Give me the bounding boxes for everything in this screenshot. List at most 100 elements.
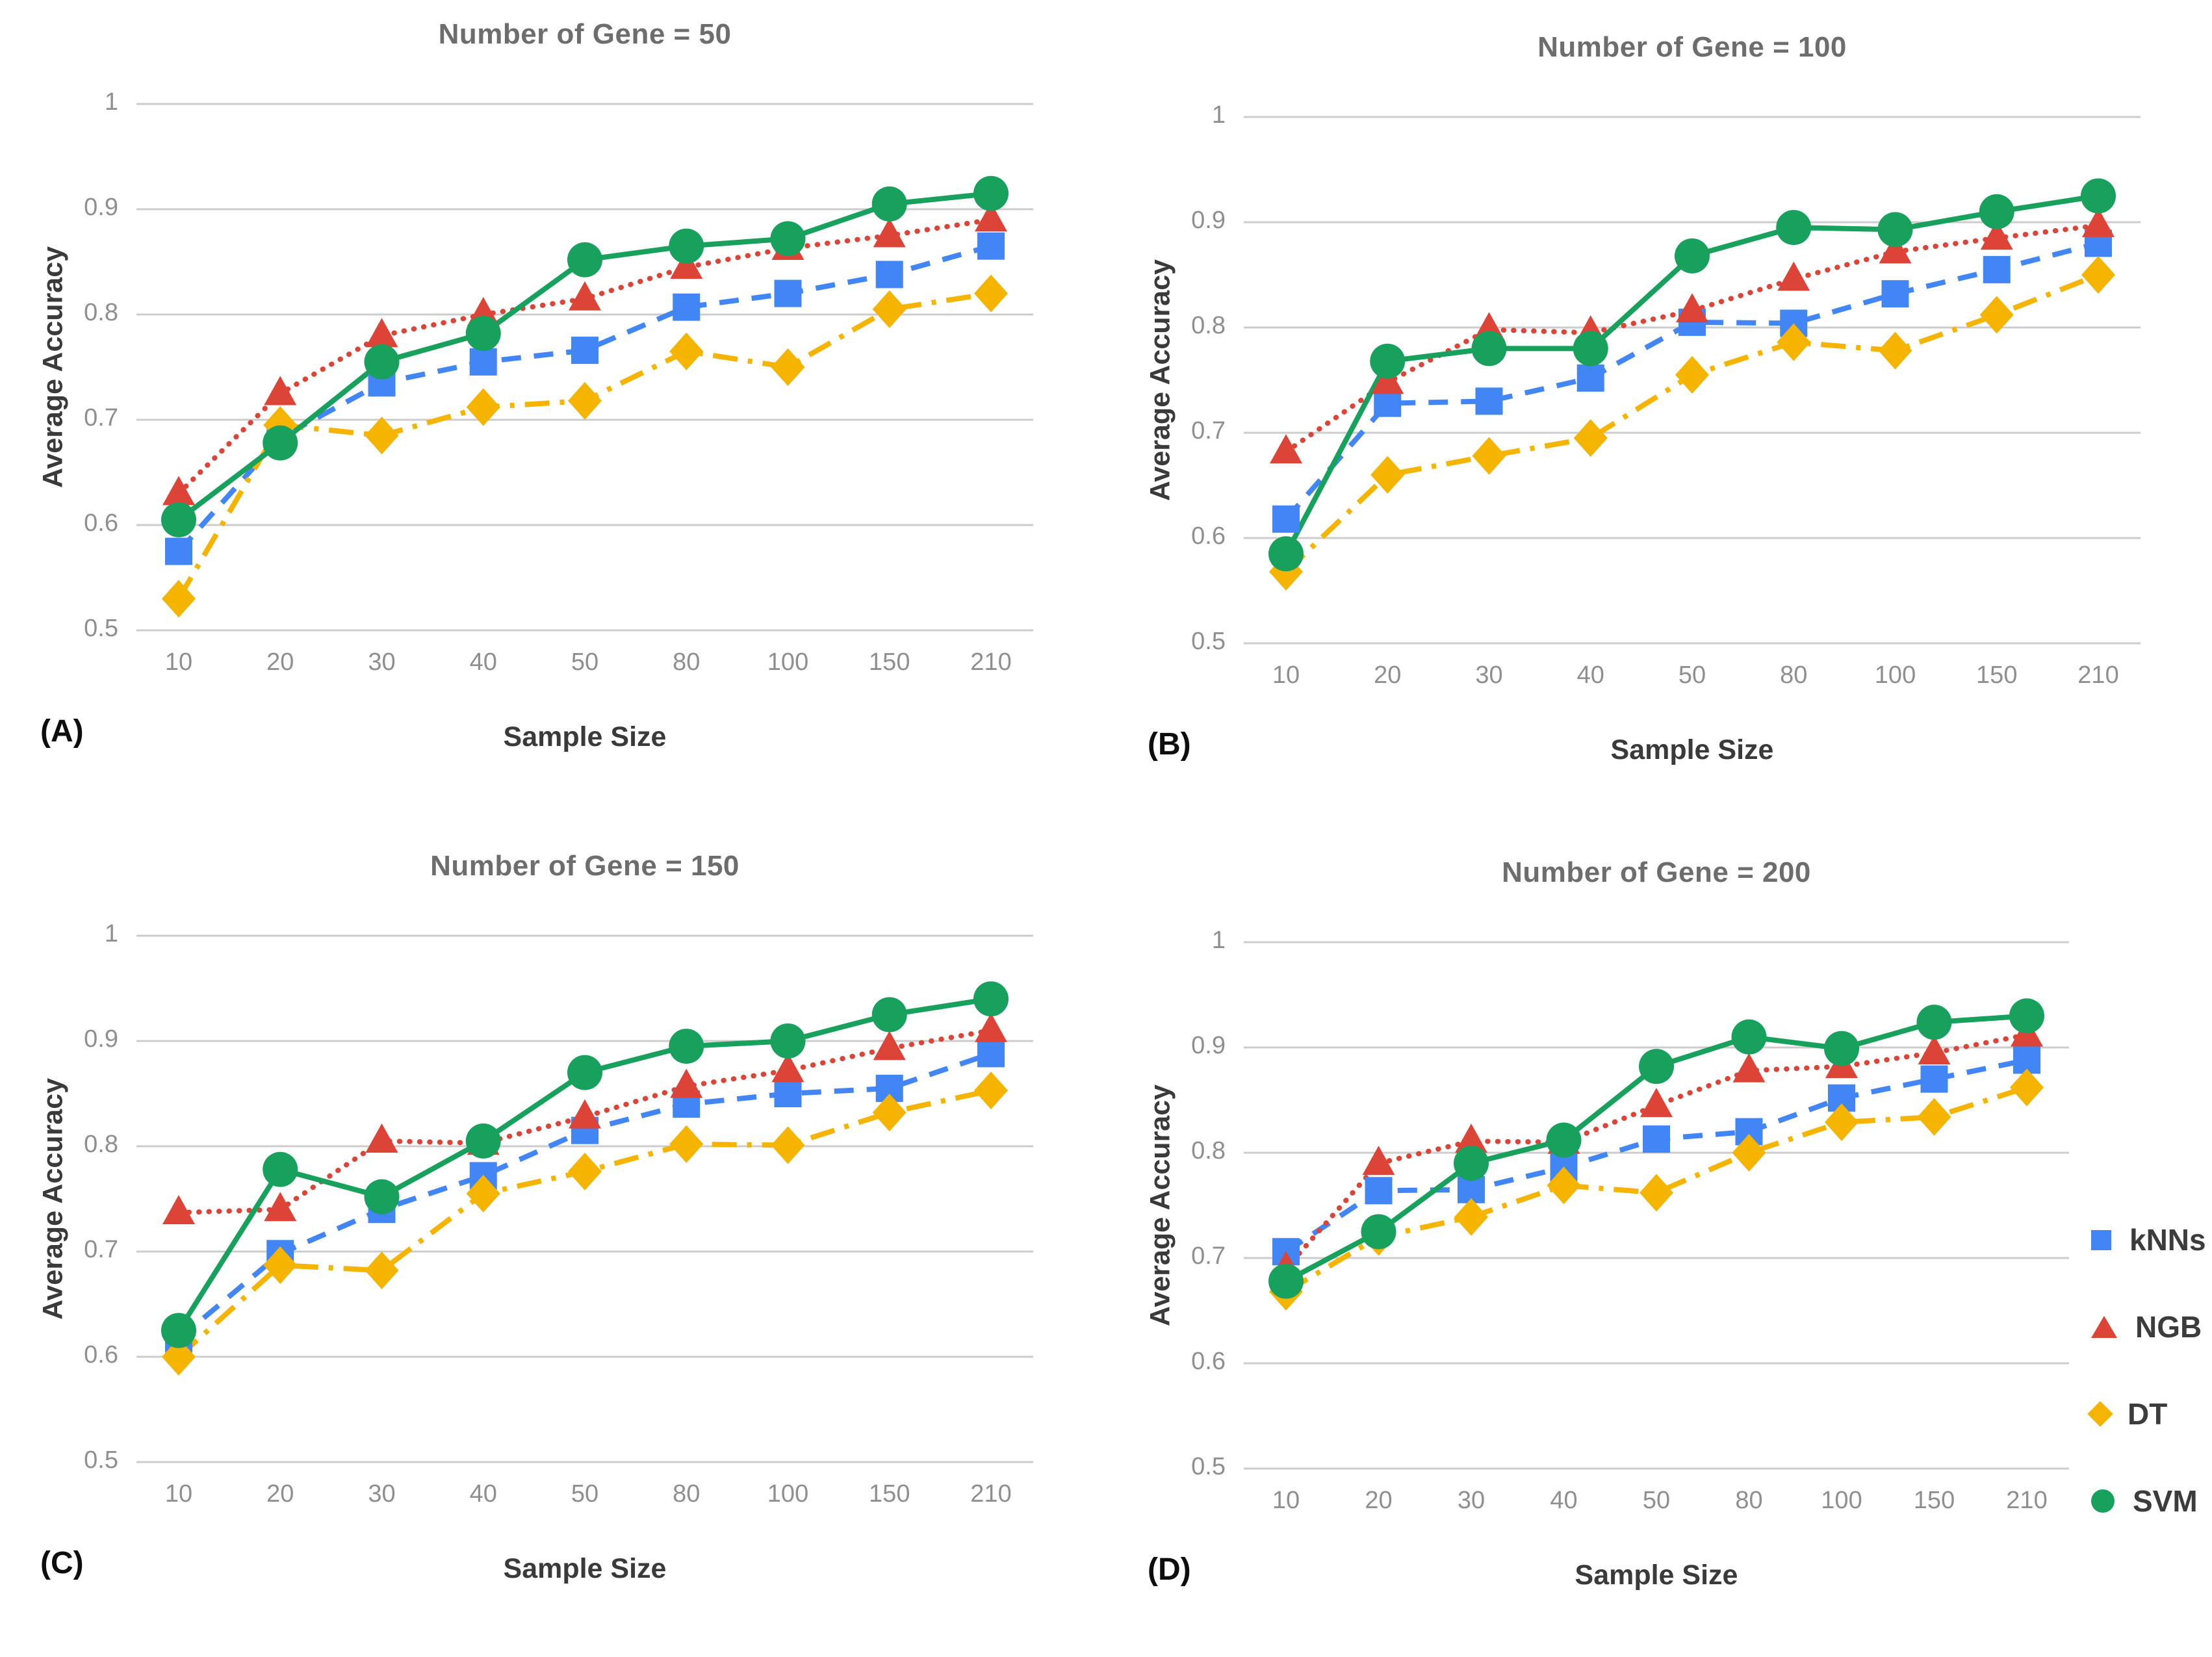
data-point-dt	[1979, 296, 2014, 334]
legend-item-dt: DT	[2087, 1394, 2206, 1433]
y-axis-label: Average Accuracy	[37, 246, 69, 489]
y-tick-label: 1	[1211, 101, 1226, 129]
data-point-knns	[1576, 364, 1604, 392]
data-point-svm	[1370, 343, 1406, 379]
data-point-svm	[973, 175, 1009, 211]
x-tick-label: 10	[164, 1480, 193, 1508]
data-point-dt	[669, 1125, 704, 1163]
data-point-ngb	[1371, 365, 1404, 394]
data-point-ngb	[975, 1012, 1007, 1042]
data-point-dt	[1454, 1198, 1488, 1236]
x-tick-label: 20	[1365, 1487, 1393, 1514]
data-point-dt	[162, 1338, 196, 1376]
data-point-dt	[1370, 456, 1405, 494]
x-tick-label: 80	[673, 649, 701, 676]
y-axis-label: Average Accuracy	[1144, 1084, 1176, 1327]
data-point-knns	[1643, 1125, 1670, 1153]
data-point-ngb	[1676, 293, 1708, 323]
data-point-dt	[771, 348, 805, 386]
data-point-svm	[1454, 1146, 1489, 1181]
x-axis-label: Sample Size	[503, 1553, 667, 1584]
ngb-triangle-icon	[2091, 1316, 2117, 1338]
series-line-ngb	[176, 1027, 994, 1216]
y-tick-label: 0.5	[84, 615, 118, 642]
panel-c: Number of Gene = 150 Average Accuracy 1 0.9…	[26, 838, 1105, 1651]
y-tick-label: 0.7	[1191, 417, 1226, 444]
data-point-ngb	[1980, 220, 2013, 250]
data-point-svm	[2081, 178, 2116, 214]
data-point-knns	[977, 232, 1005, 260]
data-point-svm	[973, 981, 1009, 1017]
data-point-ngb	[569, 281, 601, 311]
panel-title: Number of Gene = 200	[1502, 856, 1811, 888]
data-point-svm	[1268, 536, 1304, 572]
legend-label-knns: kNNs	[2129, 1223, 2206, 1257]
plot-svg	[136, 103, 1033, 632]
x-tick-label: 30	[368, 1480, 396, 1508]
data-point-ngb	[1879, 234, 1912, 264]
panel-d: Number of Gene = 200 Average Accuracy 1 0.9…	[1133, 845, 2154, 1657]
panel-title: Number of Gene = 50	[438, 18, 732, 50]
data-point-dt	[872, 290, 907, 328]
data-point-svm	[871, 997, 907, 1033]
data-point-knns	[977, 1040, 1005, 1068]
data-point-svm	[1639, 1049, 1674, 1085]
legend-label-svm: SVM	[2133, 1484, 2198, 1518]
data-point-dt	[1878, 331, 1912, 370]
data-point-dt	[162, 580, 196, 618]
y-tick-label: 0.7	[84, 404, 118, 431]
x-tick-label: 50	[571, 649, 599, 676]
x-tick-label: 10	[1272, 1487, 1300, 1514]
data-point-svm	[1776, 210, 1812, 246]
plot-svg	[136, 934, 1033, 1463]
data-point-knns	[1272, 505, 1300, 533]
x-tick-label: 20	[266, 1480, 294, 1508]
x-tick-label: 20	[266, 649, 294, 676]
x-tick-label: 40	[469, 649, 497, 676]
data-point-svm	[1979, 194, 2014, 229]
data-point-svm	[465, 316, 501, 352]
x-tick-label: 30	[1457, 1487, 1485, 1514]
data-point-dt	[568, 381, 602, 420]
data-point-dt	[771, 1126, 805, 1164]
data-point-svm	[770, 1023, 806, 1059]
y-tick-label: 0.7	[1191, 1242, 1226, 1270]
data-point-dt	[669, 332, 704, 370]
x-axis-label: Sample Size	[1575, 1560, 1738, 1591]
data-point-ngb	[670, 250, 703, 279]
data-point-dt	[1777, 323, 1811, 361]
x-tick-label: 30	[1475, 662, 1503, 689]
x-tick-label: 40	[469, 1480, 497, 1508]
panel-letter: (D)	[1148, 1552, 1191, 1587]
x-tick-label: 50	[1642, 1487, 1671, 1514]
data-point-svm	[567, 242, 602, 277]
y-tick-label: 0.5	[1191, 628, 1226, 655]
x-tick-label: 40	[1576, 662, 1604, 689]
y-tick-label: 0.6	[84, 509, 118, 537]
data-point-ngb	[670, 1068, 703, 1098]
x-tick-label: 30	[368, 649, 396, 676]
data-point-knns	[1881, 280, 1909, 308]
data-point-knns	[673, 293, 701, 321]
x-tick-label: 210	[2077, 662, 2119, 689]
data-point-svm	[1361, 1214, 1396, 1250]
data-point-ngb	[1640, 1088, 1673, 1118]
panel-a: Number of Gene = 50 Average Accuracy 1 0.9 0…	[26, 6, 1105, 819]
dt-diamond-icon	[2087, 1401, 2113, 1427]
panel-title: Number of Gene = 150	[430, 850, 739, 882]
data-point-svm	[161, 1313, 196, 1348]
data-point-svm	[263, 1151, 298, 1187]
y-tick-label: 0.6	[1191, 1348, 1226, 1375]
data-point-ngb	[365, 318, 398, 348]
y-tick-label: 1	[104, 920, 118, 947]
y-tick-label: 0.9	[1191, 207, 1226, 234]
x-tick-label: 50	[1678, 662, 1706, 689]
data-point-knns	[774, 279, 802, 307]
data-point-svm	[1731, 1019, 1767, 1055]
data-point-ngb	[264, 1192, 297, 1222]
x-tick-label: 150	[1976, 662, 2018, 689]
legend: kNNs NGB DT SVM	[2087, 1220, 2206, 1569]
x-tick-label: 50	[571, 1480, 599, 1508]
plot-svg	[1244, 116, 2141, 645]
